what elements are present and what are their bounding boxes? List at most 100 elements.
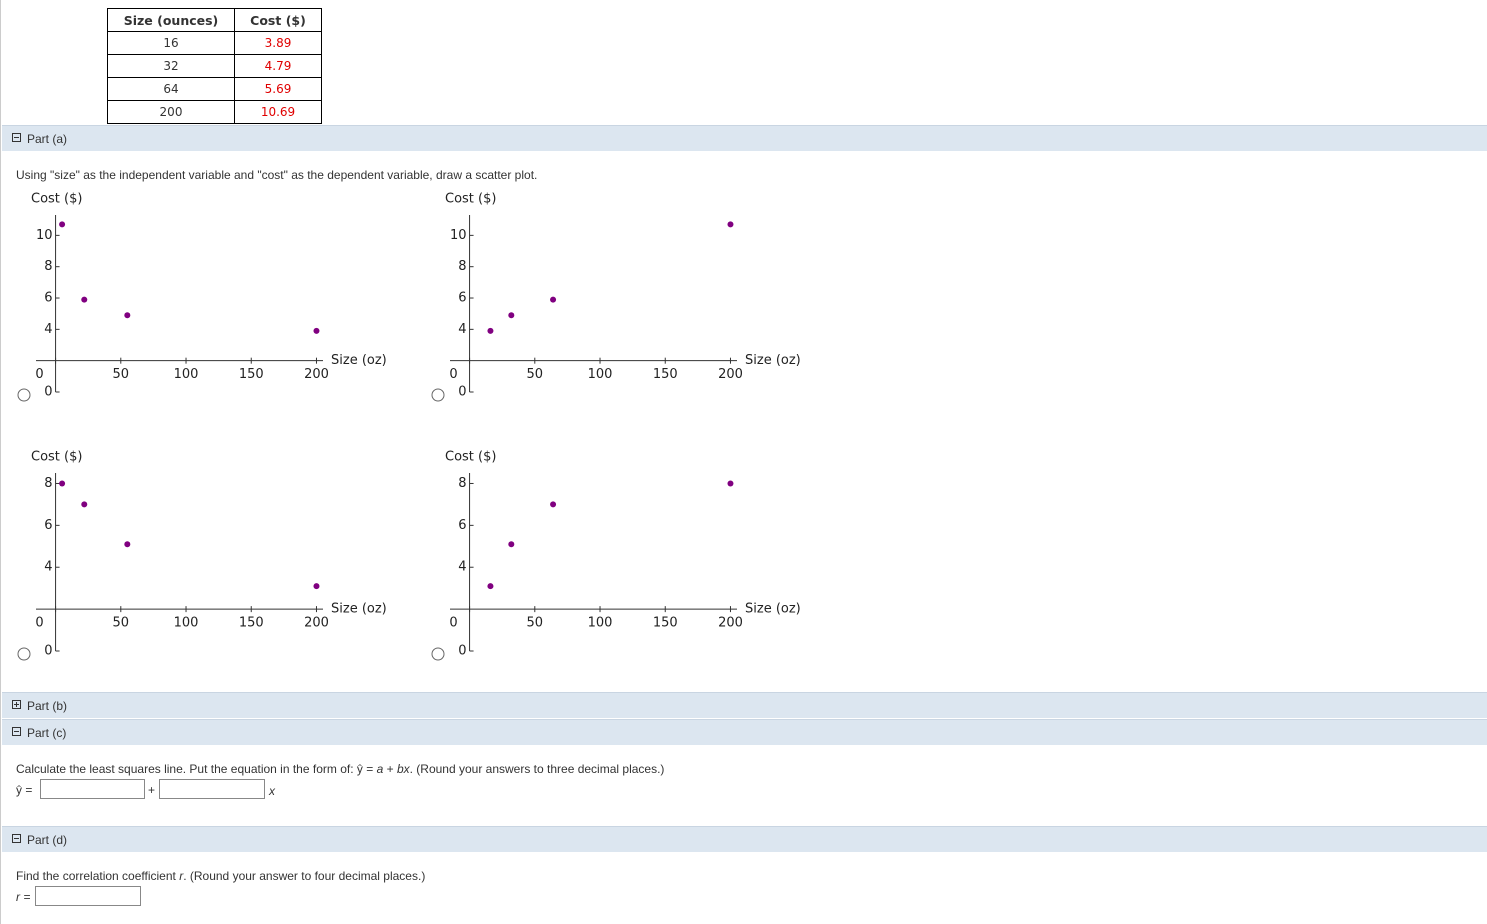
x-tick-label: 50 [527, 367, 544, 382]
section-label: Part (b) [27, 699, 68, 713]
point [550, 501, 557, 508]
y-tick-label: 4 [458, 560, 466, 575]
point [550, 296, 557, 303]
y-tick-label: 6 [44, 518, 52, 533]
section-label: Part (c) [27, 726, 67, 740]
x-tick-label: 150 [239, 367, 264, 382]
x-tick-label: 150 [239, 616, 264, 631]
y-axis-label: Cost ($) [445, 450, 496, 465]
y-tick-label: 6 [44, 291, 52, 306]
radio-button[interactable] [431, 388, 445, 402]
x-axis-label: Size (oz) [331, 353, 387, 368]
text: bx [396, 762, 410, 776]
table-header: Size (ounces) [107, 8, 235, 32]
collapse-icon[interactable] [12, 834, 21, 843]
text-input[interactable] [40, 779, 145, 799]
x-tick-label: 0 [449, 367, 457, 382]
input-label: ŷ = [16, 783, 33, 797]
radio-button[interactable] [431, 647, 445, 661]
section-header[interactable]: Part (b) [2, 692, 1487, 718]
point [124, 312, 131, 319]
table-cell: 4.79 [234, 54, 322, 78]
x-axis-label: Size (oz) [745, 602, 801, 617]
point [487, 583, 494, 590]
point [124, 541, 131, 548]
prompt: Calculate the least squares line. Put th… [16, 762, 664, 776]
text: . (Round your answer to four decimal pla… [183, 869, 426, 883]
text: Calculate the least squares line. Put th… [16, 762, 357, 776]
x-tick-label: 200 [304, 367, 329, 382]
point [59, 221, 66, 228]
table-cell: 64 [107, 77, 235, 101]
table-cell: 3.89 [234, 31, 322, 55]
text: + [383, 762, 397, 776]
point [313, 327, 320, 334]
x-tick-label: 50 [113, 367, 130, 382]
text-input[interactable] [35, 886, 141, 906]
y-tick-label: 0 [44, 644, 52, 659]
text: r [179, 869, 184, 883]
y-tick-label: 10 [450, 228, 467, 243]
x-tick-label: 150 [653, 367, 678, 382]
x-tick-label: 50 [113, 616, 130, 631]
x-tick-label: 200 [718, 616, 743, 631]
y-tick-label: 0 [458, 644, 466, 659]
y-axis-label: Cost ($) [31, 192, 82, 207]
x-tick-label: 200 [718, 367, 743, 382]
radio-button[interactable] [17, 388, 31, 402]
x-tick-label: 100 [588, 367, 613, 382]
text: a [376, 762, 384, 776]
section-header[interactable]: Part (a) [2, 125, 1487, 151]
y-tick-label: 8 [44, 259, 52, 274]
section-label: Part (d) [27, 833, 68, 847]
point [81, 296, 88, 303]
prompt: Find the correlation coefficient r. (Rou… [16, 869, 425, 883]
table-cell: 200 [107, 100, 235, 124]
point [59, 480, 66, 487]
collapse-icon[interactable] [12, 727, 21, 736]
y-tick-label: 4 [458, 322, 466, 337]
x-tick-label: 150 [653, 616, 678, 631]
collapse-icon[interactable] [12, 133, 21, 142]
x-tick-label: 100 [588, 616, 613, 631]
data-table: Size (ounces) Cost ($) 16 3.89 32 4.79 64 5.… [107, 8, 322, 124]
x-tick-label: 0 [449, 616, 457, 631]
x-axis-label: Size (oz) [745, 353, 801, 368]
input-label: x [269, 784, 275, 798]
y-tick-label: 8 [458, 259, 466, 274]
x-tick-label: 0 [35, 367, 43, 382]
y-tick-label: 0 [458, 385, 466, 400]
y-tick-label: 0 [44, 385, 52, 400]
y-axis-label: Cost ($) [445, 192, 496, 207]
expand-icon[interactable] [12, 700, 21, 709]
x-tick-label: 50 [527, 616, 544, 631]
y-tick-label: 8 [458, 476, 466, 491]
input-label: r = [16, 890, 31, 904]
x-tick-label: 100 [174, 616, 199, 631]
section-header[interactable]: Part (c) [2, 719, 1487, 745]
point [508, 312, 515, 319]
table-cell: 5.69 [234, 77, 322, 101]
radio-button[interactable] [17, 647, 31, 661]
point [727, 480, 734, 487]
x-tick-label: 200 [304, 616, 329, 631]
table-header: Cost ($) [234, 8, 322, 32]
point [508, 541, 515, 548]
point [81, 501, 88, 508]
x-tick-label: 0 [35, 616, 43, 631]
text: Find the correlation coefficient [16, 869, 180, 883]
y-tick-label: 10 [36, 228, 53, 243]
input-label: + [148, 783, 156, 797]
scatter-plots: Cost ($)Size (oz)0 50 100 150 200046810Cost … [17, 192, 801, 661]
text-input[interactable] [159, 779, 265, 799]
x-axis-label: Size (oz) [331, 602, 387, 617]
point [487, 327, 494, 334]
y-axis-label: Cost ($) [31, 450, 82, 465]
y-tick-label: 4 [44, 322, 52, 337]
y-tick-label: 6 [458, 518, 466, 533]
point [727, 221, 734, 228]
section-header[interactable]: Part (d) [2, 826, 1487, 852]
text: ŷ = [356, 762, 377, 776]
text: . (Round your answers to three decimal p… [409, 762, 665, 776]
